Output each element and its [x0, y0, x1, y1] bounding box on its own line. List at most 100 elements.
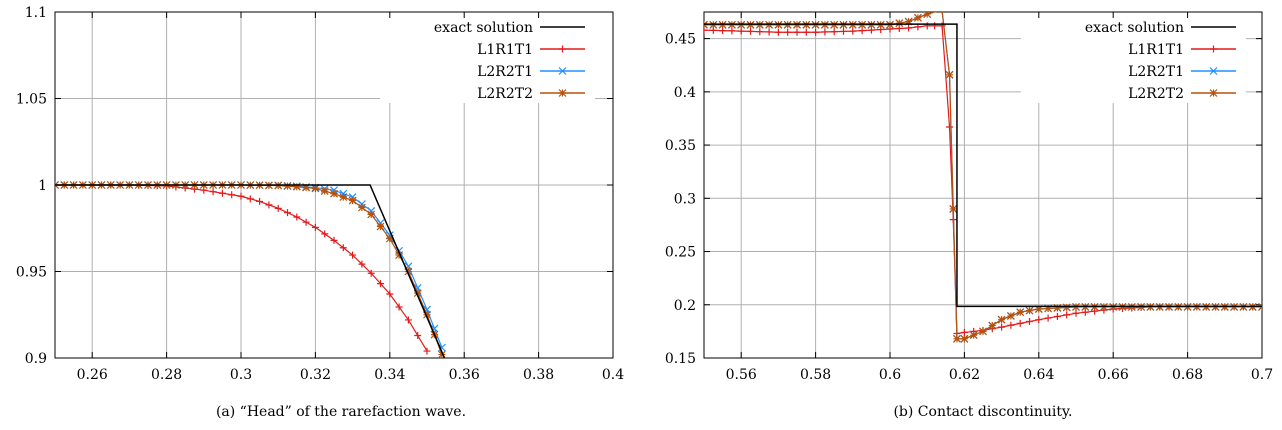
data-point	[1034, 305, 1043, 313]
data-point	[747, 27, 754, 35]
data-point	[413, 289, 422, 298]
data-point	[284, 209, 291, 217]
legend-swatch-marker	[1210, 45, 1217, 53]
data-point	[1062, 303, 1071, 312]
data-point	[311, 223, 319, 231]
legend-label: L2R2T2	[1128, 86, 1184, 102]
legend-swatch-marker	[1209, 89, 1218, 97]
legend-label: L2R2T1	[1128, 64, 1184, 80]
data-point	[302, 218, 310, 226]
legend-label: exact solution	[1085, 20, 1184, 36]
data-point	[386, 290, 394, 298]
data-point	[395, 251, 404, 259]
legend-label: L1R1T1	[477, 42, 533, 58]
data-point	[960, 328, 968, 336]
data-point	[404, 267, 413, 276]
data-point	[1006, 312, 1015, 320]
series-group	[55, 181, 446, 358]
data-point	[367, 269, 375, 277]
x-tick-label: 0.6	[879, 367, 901, 383]
legend-swatch-marker	[1209, 67, 1218, 75]
data-point	[265, 201, 273, 209]
data-point	[1063, 311, 1071, 319]
data-point	[1072, 309, 1080, 317]
data-point	[949, 205, 958, 213]
series-group	[704, 12, 1262, 343]
y-tick-label: 0.25	[665, 245, 696, 261]
data-point	[209, 188, 217, 196]
data-point	[969, 331, 978, 340]
series-l2r2t2	[55, 181, 446, 358]
x-tick-label: 0.3	[230, 367, 252, 383]
data-point	[339, 193, 348, 202]
data-point	[302, 183, 311, 192]
chart-contact-discontinuity: 0.56 0.58 0.6 0.62 0.64 0.66 0.68 0.7 0.15 0.2 0.2…	[665, 11, 1273, 383]
data-point	[367, 210, 376, 219]
caption-b: (b) Contact discontinuity.	[893, 404, 1072, 420]
data-point	[1026, 318, 1033, 326]
y-tick-label: 0.9	[25, 351, 47, 367]
legend-entry: exact solution	[1085, 20, 1236, 36]
data-point	[349, 251, 357, 259]
x-tick-label: 0.38	[523, 367, 554, 383]
legend-label: exact solution	[434, 20, 533, 36]
data-point	[437, 350, 446, 358]
data-point	[395, 303, 403, 311]
data-point	[414, 332, 422, 340]
data-point	[1044, 304, 1053, 313]
data-point	[357, 203, 366, 212]
data-point	[979, 327, 987, 336]
data-point	[802, 28, 810, 36]
data-point	[998, 323, 1006, 331]
series-line	[55, 184, 443, 348]
y-tick-label: 0.3	[674, 191, 696, 207]
data-point	[793, 28, 801, 36]
x-tick-label: 0.56	[726, 367, 757, 383]
data-point	[737, 27, 745, 35]
data-point	[904, 17, 913, 26]
data-point	[348, 196, 357, 205]
data-point	[923, 12, 932, 19]
x-tick-label: 0.4	[602, 367, 624, 383]
data-point	[385, 234, 394, 243]
y-tick-label: 0.95	[16, 265, 47, 281]
legend-label: L2R2T1	[477, 64, 533, 80]
data-point	[292, 182, 301, 191]
series-l2r2t1	[55, 181, 446, 352]
data-point	[237, 192, 245, 200]
y-tick-label: 0.45	[665, 32, 696, 48]
x-tick-label: 0.26	[77, 367, 108, 383]
x-tick-label: 0.28	[151, 367, 182, 383]
y-tick-label: 1	[38, 178, 47, 194]
data-point	[946, 123, 954, 131]
data-point	[330, 189, 338, 198]
data-point	[905, 24, 913, 32]
data-point	[256, 197, 264, 205]
plot-frame	[703, 11, 1263, 359]
series-exact-solution	[55, 184, 446, 358]
data-point	[953, 334, 961, 343]
series-exact-solution	[704, 23, 1262, 308]
data-point	[1016, 319, 1024, 327]
data-point	[423, 347, 431, 355]
data-point	[719, 27, 727, 35]
data-point	[320, 187, 329, 195]
data-point	[821, 28, 829, 36]
data-point	[849, 27, 857, 35]
data-point	[997, 315, 1006, 324]
legend-entry: exact solution	[434, 20, 585, 36]
chart-rarefaction-head: 0.26 0.28 0.3 0.32 0.34 0.36 0.38 0.4 0.9 0.95 1 1.…	[16, 5, 624, 383]
data-point	[1025, 306, 1034, 315]
data-point	[812, 28, 820, 36]
x-tick-label: 0.62	[949, 367, 980, 383]
data-point	[704, 26, 708, 34]
x-tick-label: 0.68	[1172, 367, 1203, 383]
y-tick-label: 0.2	[674, 298, 696, 314]
data-point	[945, 70, 954, 79]
data-point	[274, 204, 282, 212]
data-point	[358, 260, 366, 268]
series-line	[55, 184, 443, 355]
y-tick-label: 0.4	[674, 85, 696, 101]
legend-background	[1021, 13, 1246, 103]
legend-background	[380, 13, 595, 103]
